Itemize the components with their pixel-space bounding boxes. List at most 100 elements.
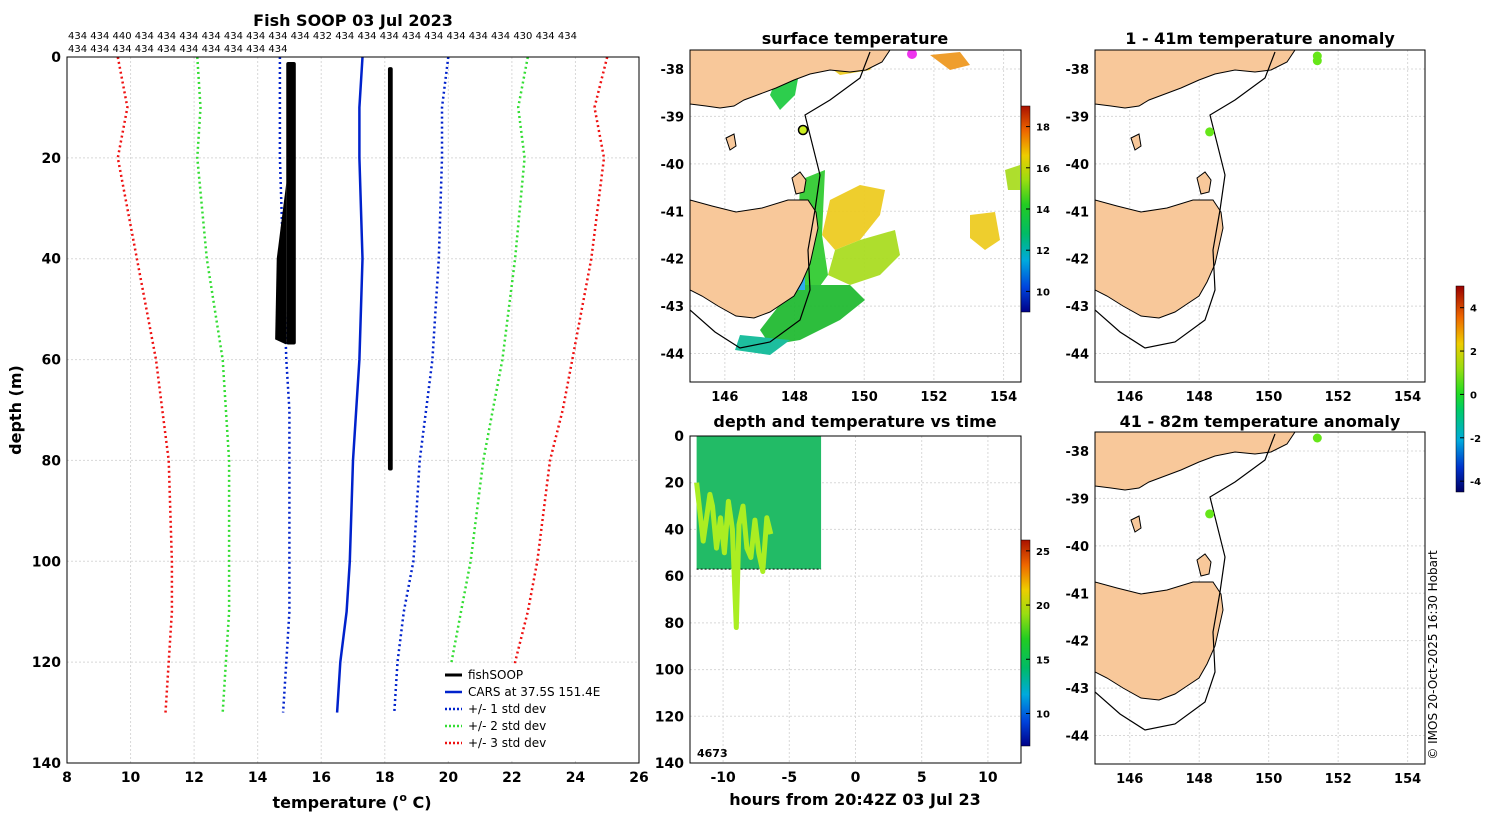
anomaly-shallow-xtick: 150 xyxy=(1255,390,1282,405)
anomaly-point xyxy=(1205,509,1215,519)
anomaly-colorbar-ticklabel: 0 xyxy=(1470,390,1477,401)
surface-xtick: 148 xyxy=(781,390,808,405)
anomaly-shallow-panel: 1 - 41m temperature anomaly 146 148 150 152… xyxy=(1066,29,1426,405)
depth-time-colorbar-ticklabel: 20 xyxy=(1036,601,1050,612)
depth-time-title: depth and temperature vs time xyxy=(713,412,996,431)
profile-ytick: 100 xyxy=(32,554,61,570)
anomaly-shallow-ytick: -39 xyxy=(1066,110,1090,125)
anomaly-deep-panel: 41 - 82m temperature anomaly 146 148 150 15… xyxy=(1066,412,1426,787)
anomaly-deep-xtick: 146 xyxy=(1116,772,1143,787)
anomaly-shallow-ytick: -41 xyxy=(1066,205,1090,220)
depth-time-xtick: -10 xyxy=(710,770,736,786)
depth-time-ytick: 140 xyxy=(655,756,684,772)
copyright-text: © IMOS 20-Oct-2025 16:30 Hobart xyxy=(1426,550,1440,760)
profile-ytick: 120 xyxy=(32,655,61,671)
depth-time-ytick: 20 xyxy=(665,476,685,492)
legend-label-std1: +/- 1 std dev xyxy=(468,702,546,716)
depth-time-colorbar-ticklabel: 10 xyxy=(1036,709,1050,720)
surface-xtick: 150 xyxy=(851,390,878,405)
profile-xtick: 18 xyxy=(375,770,394,786)
depth-time-ytick: 100 xyxy=(655,663,684,679)
sample-point xyxy=(797,124,809,136)
anomaly-shallow-ytick: -42 xyxy=(1066,253,1090,268)
anomaly-deep-xtick: 148 xyxy=(1186,772,1213,787)
surface-colorbar-ticks: 10 12 14 16 18 xyxy=(1026,123,1050,298)
profile-ytick: 0 xyxy=(51,50,61,66)
fishsoop-profile xyxy=(275,62,393,471)
depth-time-colorbar-ticks: 10 15 20 25 xyxy=(1026,547,1050,720)
surface-temperature-panel: surface temperature xyxy=(661,29,1050,405)
anomaly-shallow-grid xyxy=(1095,50,1425,382)
depth-time-xtick: 5 xyxy=(917,770,927,786)
legend-label-std2: +/- 2 std dev xyxy=(468,719,546,733)
surface-colorbar-ticklabel: 12 xyxy=(1036,246,1050,257)
legend-label-fishsoop: fishSOOP xyxy=(468,668,523,682)
anomaly-shallow-ytick: -44 xyxy=(1066,348,1090,363)
anomaly-shallow-map xyxy=(1095,50,1425,382)
profile-xtick: 16 xyxy=(311,770,330,786)
fishsoop-band xyxy=(387,67,393,471)
depth-time-colorbar xyxy=(1020,539,1031,747)
surface-ytick: -41 xyxy=(661,205,685,220)
anomaly-deep-ytick: -41 xyxy=(1066,587,1090,602)
anomaly-shallow-xtick: 152 xyxy=(1325,390,1352,405)
surface-xtick: 154 xyxy=(990,390,1017,405)
profile-ytick: 60 xyxy=(42,353,62,369)
profile-ytick: 80 xyxy=(42,453,62,469)
profile-xtick: 20 xyxy=(439,770,459,786)
anomaly-deep-ytick: -38 xyxy=(1066,445,1090,460)
depth-time-ytick: 60 xyxy=(665,569,685,585)
anomaly-point xyxy=(1312,56,1322,66)
anomaly-deep-ytick: -43 xyxy=(1066,682,1090,697)
depth-time-ytick: 40 xyxy=(665,522,685,538)
profile-xlabel-main: temperature ( xyxy=(272,793,399,812)
anomaly-deep-ticks: 146 148 150 152 154 -38 -39 -40 -41 -42 -43 -44 xyxy=(1066,445,1422,787)
profile-xtick: 22 xyxy=(502,770,521,786)
anomaly-deep-xtick: 154 xyxy=(1394,772,1421,787)
anomaly-colorbar-ticklabel: -2 xyxy=(1470,434,1481,445)
profile-ticks: 8 10 12 14 16 18 20 22 24 26 0 20 40 60 80 100 120 140 xyxy=(32,50,649,786)
surface-colorbar-ticklabel: 14 xyxy=(1036,205,1050,216)
anomaly-deep-points xyxy=(1205,433,1322,519)
profile-xtick: 8 xyxy=(62,770,72,786)
anomaly-shallow-ytick: -43 xyxy=(1066,300,1090,315)
anomaly-colorbar-group: 4 2 0 -2 -4 xyxy=(1455,285,1481,493)
anomaly-shallow-ytick: -38 xyxy=(1066,63,1090,78)
series--3-std xyxy=(116,56,174,713)
surface-ytick: -39 xyxy=(661,110,685,125)
profile-title: Fish SOOP 03 Jul 2023 xyxy=(253,11,453,30)
anomaly-shallow-points xyxy=(1205,51,1322,137)
profile-xtick: 12 xyxy=(184,770,203,786)
surface-ytick: -38 xyxy=(661,63,685,78)
depth-time-ytick: 120 xyxy=(655,709,684,725)
anomaly-colorbar xyxy=(1455,285,1465,493)
depth-time-data xyxy=(694,436,822,630)
depth-time-xtick: 0 xyxy=(851,770,861,786)
depth-time-colorbar-ticklabel: 15 xyxy=(1036,655,1050,666)
anomaly-point xyxy=(1312,433,1322,443)
surface-colorbar-ticklabel: 18 xyxy=(1036,123,1050,134)
depth-time-colorbar-ticklabel: 25 xyxy=(1036,547,1050,558)
anomaly-deep-ytick: -39 xyxy=(1066,492,1090,507)
profile-xtick: 10 xyxy=(121,770,141,786)
depth-time-xtick: -5 xyxy=(782,770,798,786)
anomaly-shallow-xtick: 146 xyxy=(1116,390,1143,405)
surface-xtick: 152 xyxy=(920,390,947,405)
surface-colorbar-ticklabel: 10 xyxy=(1036,287,1050,298)
surface-ticks: 146 148 150 152 154 -38 -39 -40 -41 -42 -43 -44 xyxy=(661,63,1018,405)
top-counts-row2: 434 434 434 434 434 434 434 434 434 434 xyxy=(68,44,287,55)
profile-xlabel-unit: C) xyxy=(407,793,432,812)
depth-time-xtick: 10 xyxy=(978,770,998,786)
surface-ytick: -43 xyxy=(661,300,685,315)
surface-colorbar-ticklabel: 16 xyxy=(1036,164,1050,175)
surface-ytick: -42 xyxy=(661,253,685,268)
anomaly-point xyxy=(1205,127,1215,137)
fishsoop-band xyxy=(286,62,296,345)
anomaly-colorbar-ticklabel: -4 xyxy=(1470,477,1481,488)
surface-title: surface temperature xyxy=(762,29,949,48)
profile-xtick: 26 xyxy=(629,770,648,786)
depth-time-panel: depth and temperature vs time -10 -5 0 5 100… xyxy=(655,412,1050,809)
profile-ylabel: depth (m) xyxy=(6,365,25,455)
profile-xlabel-sup: o xyxy=(399,791,407,804)
depth-time-annotation: 4673 xyxy=(697,747,728,760)
